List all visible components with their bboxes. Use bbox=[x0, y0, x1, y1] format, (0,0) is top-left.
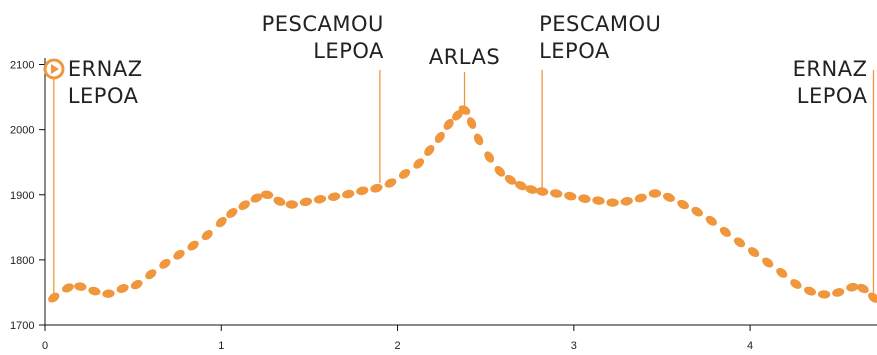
elevation-point bbox=[327, 192, 341, 201]
elevation-point bbox=[413, 158, 425, 169]
chart-axes: 1700 1800 1900 2000 2100 0 1 2 3 4 bbox=[10, 58, 877, 352]
waypoint-label-line: ERNAZ bbox=[793, 57, 868, 81]
elevation-point bbox=[677, 199, 689, 210]
elevation-point bbox=[535, 187, 549, 196]
waypoint-label: PESCAMOU LEPOA bbox=[539, 12, 661, 63]
elevation-point bbox=[691, 206, 703, 217]
y-tick-label: 2100 bbox=[10, 60, 34, 72]
elevation-point bbox=[285, 200, 298, 209]
start-marker-group bbox=[43, 58, 65, 80]
elevation-point bbox=[299, 197, 313, 207]
elevation-point bbox=[592, 196, 605, 205]
waypoint-label-line: LEPOA bbox=[539, 39, 610, 63]
waypoint-label: ARLAS bbox=[429, 45, 500, 69]
y-tick-label: 2000 bbox=[10, 125, 34, 137]
elevation-point bbox=[550, 189, 563, 198]
elevation-point bbox=[434, 131, 445, 143]
elevation-point bbox=[733, 237, 746, 248]
elevation-point bbox=[747, 247, 760, 258]
elevation-point bbox=[61, 283, 74, 293]
elevation-point bbox=[857, 283, 869, 294]
waypoint-label-line: LEPOA bbox=[797, 84, 868, 108]
waypoint-label: PESCAMOU LEPOA bbox=[262, 12, 384, 63]
elevation-point bbox=[515, 180, 527, 191]
elevation-point bbox=[804, 286, 816, 296]
elevation-point bbox=[663, 192, 675, 202]
elevation-point bbox=[313, 195, 327, 204]
elevation-point bbox=[88, 286, 101, 296]
x-tick-label: 4 bbox=[747, 340, 753, 352]
elevation-point bbox=[832, 288, 845, 297]
elevation-point bbox=[466, 117, 477, 129]
elevation-series bbox=[48, 105, 877, 303]
elevation-point bbox=[473, 133, 484, 146]
elevation-point bbox=[273, 196, 286, 206]
waypoint-label-line: LEPOA bbox=[68, 84, 139, 108]
elevation-point bbox=[370, 183, 383, 193]
elevation-point bbox=[215, 216, 227, 228]
elevation-point bbox=[260, 190, 274, 200]
elevation-point bbox=[634, 193, 647, 203]
elevation-point bbox=[102, 289, 115, 298]
elevation-point bbox=[578, 194, 591, 203]
y-tick-label: 1700 bbox=[10, 320, 34, 332]
elevation-point bbox=[494, 165, 506, 177]
elevation-point bbox=[116, 284, 129, 293]
x-tick-label: 0 bbox=[42, 340, 48, 352]
elevation-point bbox=[356, 186, 369, 196]
elevation-point bbox=[452, 110, 463, 121]
elevation-point bbox=[424, 145, 435, 156]
y-tick-label: 1800 bbox=[10, 255, 34, 267]
elevation-point bbox=[790, 279, 802, 289]
elevation-point bbox=[145, 269, 157, 280]
x-tick-label: 1 bbox=[218, 340, 224, 352]
waypoint-label-line: LEPOA bbox=[313, 39, 384, 63]
elevation-point bbox=[238, 200, 250, 211]
waypoint-markers: ERNAZ LEPOA PESCAMOU LEPOA ARLAS PESCAMOU LEPO… bbox=[53, 12, 875, 294]
elevation-point bbox=[159, 258, 171, 269]
elevation-point bbox=[250, 193, 263, 203]
waypoint-label-line: ERNAZ bbox=[68, 57, 143, 81]
play-triangle-icon bbox=[51, 64, 59, 74]
elevation-point bbox=[130, 279, 143, 290]
elevation-point bbox=[846, 282, 859, 292]
elevation-point bbox=[606, 198, 619, 207]
elevation-point bbox=[776, 267, 788, 278]
elevation-point bbox=[342, 189, 355, 199]
elevation-point bbox=[187, 240, 199, 251]
elevation-point bbox=[173, 249, 185, 260]
elevation-point bbox=[705, 215, 717, 226]
elevation-point bbox=[620, 197, 633, 206]
waypoint-label-line: ARLAS bbox=[429, 45, 500, 69]
elevation-point bbox=[226, 208, 238, 218]
elevation-point bbox=[398, 168, 411, 179]
elevation-point bbox=[504, 174, 517, 185]
elevation-point bbox=[48, 292, 60, 303]
waypoint-label-line: PESCAMOU bbox=[262, 12, 384, 36]
elevation-point bbox=[817, 290, 831, 299]
elevation-point bbox=[443, 118, 454, 130]
elevation-point bbox=[719, 226, 731, 237]
elevation-point bbox=[868, 292, 877, 303]
waypoint-label: ERNAZ LEPOA bbox=[68, 57, 143, 108]
waypoint-label-line: PESCAMOU bbox=[539, 12, 661, 36]
y-tick-label: 1900 bbox=[10, 190, 34, 202]
elevation-point bbox=[525, 185, 538, 194]
elevation-point bbox=[648, 189, 662, 198]
x-tick-label: 2 bbox=[394, 340, 400, 352]
elevation-point bbox=[458, 105, 471, 115]
elevation-point bbox=[74, 282, 87, 291]
x-tick-label: 3 bbox=[571, 340, 577, 352]
elevation-point bbox=[384, 178, 397, 188]
elevation-point bbox=[484, 151, 495, 163]
waypoint-label: ERNAZ LEPOA bbox=[793, 57, 868, 108]
elevation-point bbox=[564, 191, 577, 201]
elevation-point bbox=[201, 229, 213, 241]
elevation-point bbox=[762, 257, 774, 268]
